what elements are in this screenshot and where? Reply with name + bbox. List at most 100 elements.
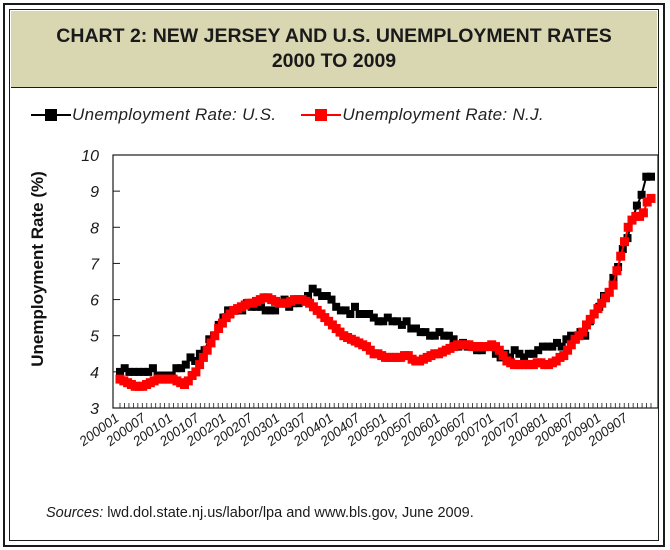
y-tick-label: 3 bbox=[90, 401, 99, 418]
y-tick-label: 7 bbox=[90, 256, 100, 273]
data-point-us bbox=[144, 367, 153, 376]
data-point-us bbox=[407, 324, 416, 333]
y-tick-label: 4 bbox=[90, 365, 99, 382]
data-point-nj bbox=[616, 251, 626, 261]
data-point-us bbox=[642, 172, 651, 181]
sources-note: Sources: lwd.dol.state.nj.us/labor/lpa a… bbox=[46, 505, 474, 521]
data-point-us bbox=[543, 342, 552, 351]
data-point-nj bbox=[601, 293, 610, 303]
data-point-nj bbox=[597, 298, 607, 308]
data-point-us bbox=[116, 367, 124, 376]
data-point-us bbox=[327, 295, 336, 304]
data-point-us bbox=[421, 328, 430, 337]
data-point-nj bbox=[206, 338, 216, 348]
data-point-nj bbox=[202, 345, 212, 355]
data-point-us bbox=[609, 273, 618, 282]
sources-label: Sources: bbox=[46, 505, 104, 521]
legend-marker-nj-icon bbox=[301, 109, 342, 121]
legend: Unemployment Rate: U.S. Unemployment Rat… bbox=[30, 102, 568, 128]
data-point-us bbox=[177, 364, 186, 373]
data-point-nj bbox=[589, 309, 599, 319]
data-point-us bbox=[637, 190, 646, 199]
data-point-nj bbox=[593, 304, 603, 314]
data-point-nj bbox=[210, 331, 220, 341]
data-point-us bbox=[524, 349, 533, 358]
title-band: CHART 2: NEW JERSEY AND U.S. UNEMPLOYMEN… bbox=[11, 11, 657, 88]
data-point-us bbox=[548, 342, 557, 351]
y-tick-label: 10 bbox=[81, 148, 99, 165]
data-point-us bbox=[515, 349, 524, 358]
data-point-us bbox=[538, 342, 547, 351]
data-point-us bbox=[369, 313, 378, 322]
data-point-us bbox=[125, 367, 134, 376]
data-point-nj bbox=[582, 320, 591, 330]
y-tick-label: 6 bbox=[90, 293, 99, 310]
data-point-nj bbox=[578, 327, 588, 337]
legend-marker-us-icon bbox=[31, 109, 71, 121]
data-point-us bbox=[529, 349, 538, 358]
data-point-nj bbox=[498, 351, 508, 361]
data-point-us bbox=[397, 320, 406, 329]
data-point-us bbox=[186, 353, 195, 362]
data-point-us bbox=[346, 310, 355, 318]
data-point-us bbox=[416, 328, 425, 337]
data-point-us bbox=[120, 364, 129, 373]
data-point-us bbox=[449, 335, 458, 344]
chart-subtitle: 2000 TO 2009 bbox=[271, 50, 397, 72]
sources-text: lwd.dol.state.nj.us/labor/lpa and www.bl… bbox=[103, 505, 474, 521]
data-point-us bbox=[336, 306, 345, 315]
data-point-us bbox=[322, 292, 331, 300]
y-tick-label: 5 bbox=[90, 329, 99, 346]
data-point-us bbox=[520, 353, 529, 362]
data-point-nj bbox=[620, 237, 629, 247]
data-point-nj bbox=[566, 340, 576, 350]
data-point-nj bbox=[563, 345, 573, 355]
data-point-nj bbox=[217, 318, 227, 328]
data-point-us bbox=[647, 172, 655, 181]
data-point-us bbox=[332, 302, 341, 311]
data-point-us bbox=[534, 346, 543, 355]
data-point-us bbox=[426, 331, 435, 340]
data-point-us bbox=[134, 367, 143, 376]
data-point-us bbox=[271, 306, 280, 315]
data-point-us bbox=[172, 364, 181, 373]
data-point-us bbox=[139, 367, 148, 376]
data-point-nj bbox=[604, 287, 614, 297]
data-point-us bbox=[430, 331, 439, 340]
outer-frame bbox=[3, 3, 665, 547]
data-point-nj bbox=[623, 222, 633, 232]
chart-title: CHART 2: NEW JERSEY AND U.S. UNEMPLOYMEN… bbox=[56, 25, 612, 47]
data-point-nj bbox=[183, 376, 193, 386]
data-point-us bbox=[440, 331, 449, 340]
legend-entry-us: Unemployment Rate: U.S. bbox=[30, 105, 276, 125]
data-point-nj bbox=[214, 324, 224, 333]
data-point-us bbox=[355, 310, 364, 318]
data-point-us bbox=[444, 331, 453, 340]
data-point-us bbox=[304, 292, 312, 300]
data-point-us bbox=[181, 360, 190, 369]
data-point-us bbox=[379, 317, 388, 326]
data-point-us bbox=[402, 317, 411, 326]
data-point-us bbox=[383, 313, 392, 322]
legend-label-nj: Unemployment Rate: N.J. bbox=[342, 105, 544, 124]
data-point-us bbox=[553, 338, 561, 347]
data-point-us bbox=[130, 367, 139, 376]
data-point-nj bbox=[612, 266, 622, 276]
data-point-us bbox=[148, 364, 157, 373]
data-point-nj bbox=[559, 351, 569, 361]
data-point-us bbox=[360, 310, 369, 318]
y-tick-label: 9 bbox=[90, 184, 99, 201]
data-point-us bbox=[257, 302, 265, 311]
legend-entry-nj: Unemployment Rate: N.J. bbox=[300, 105, 544, 125]
data-point-nj bbox=[198, 352, 208, 362]
data-point-nj bbox=[191, 367, 201, 377]
data-point-us bbox=[374, 317, 383, 326]
data-point-us bbox=[510, 346, 519, 355]
data-point-us bbox=[412, 324, 420, 333]
data-point-us bbox=[388, 317, 397, 326]
data-point-us bbox=[266, 306, 275, 315]
data-point-us bbox=[562, 335, 571, 344]
y-tick-label: 8 bbox=[90, 220, 99, 237]
data-point-nj bbox=[494, 345, 504, 355]
